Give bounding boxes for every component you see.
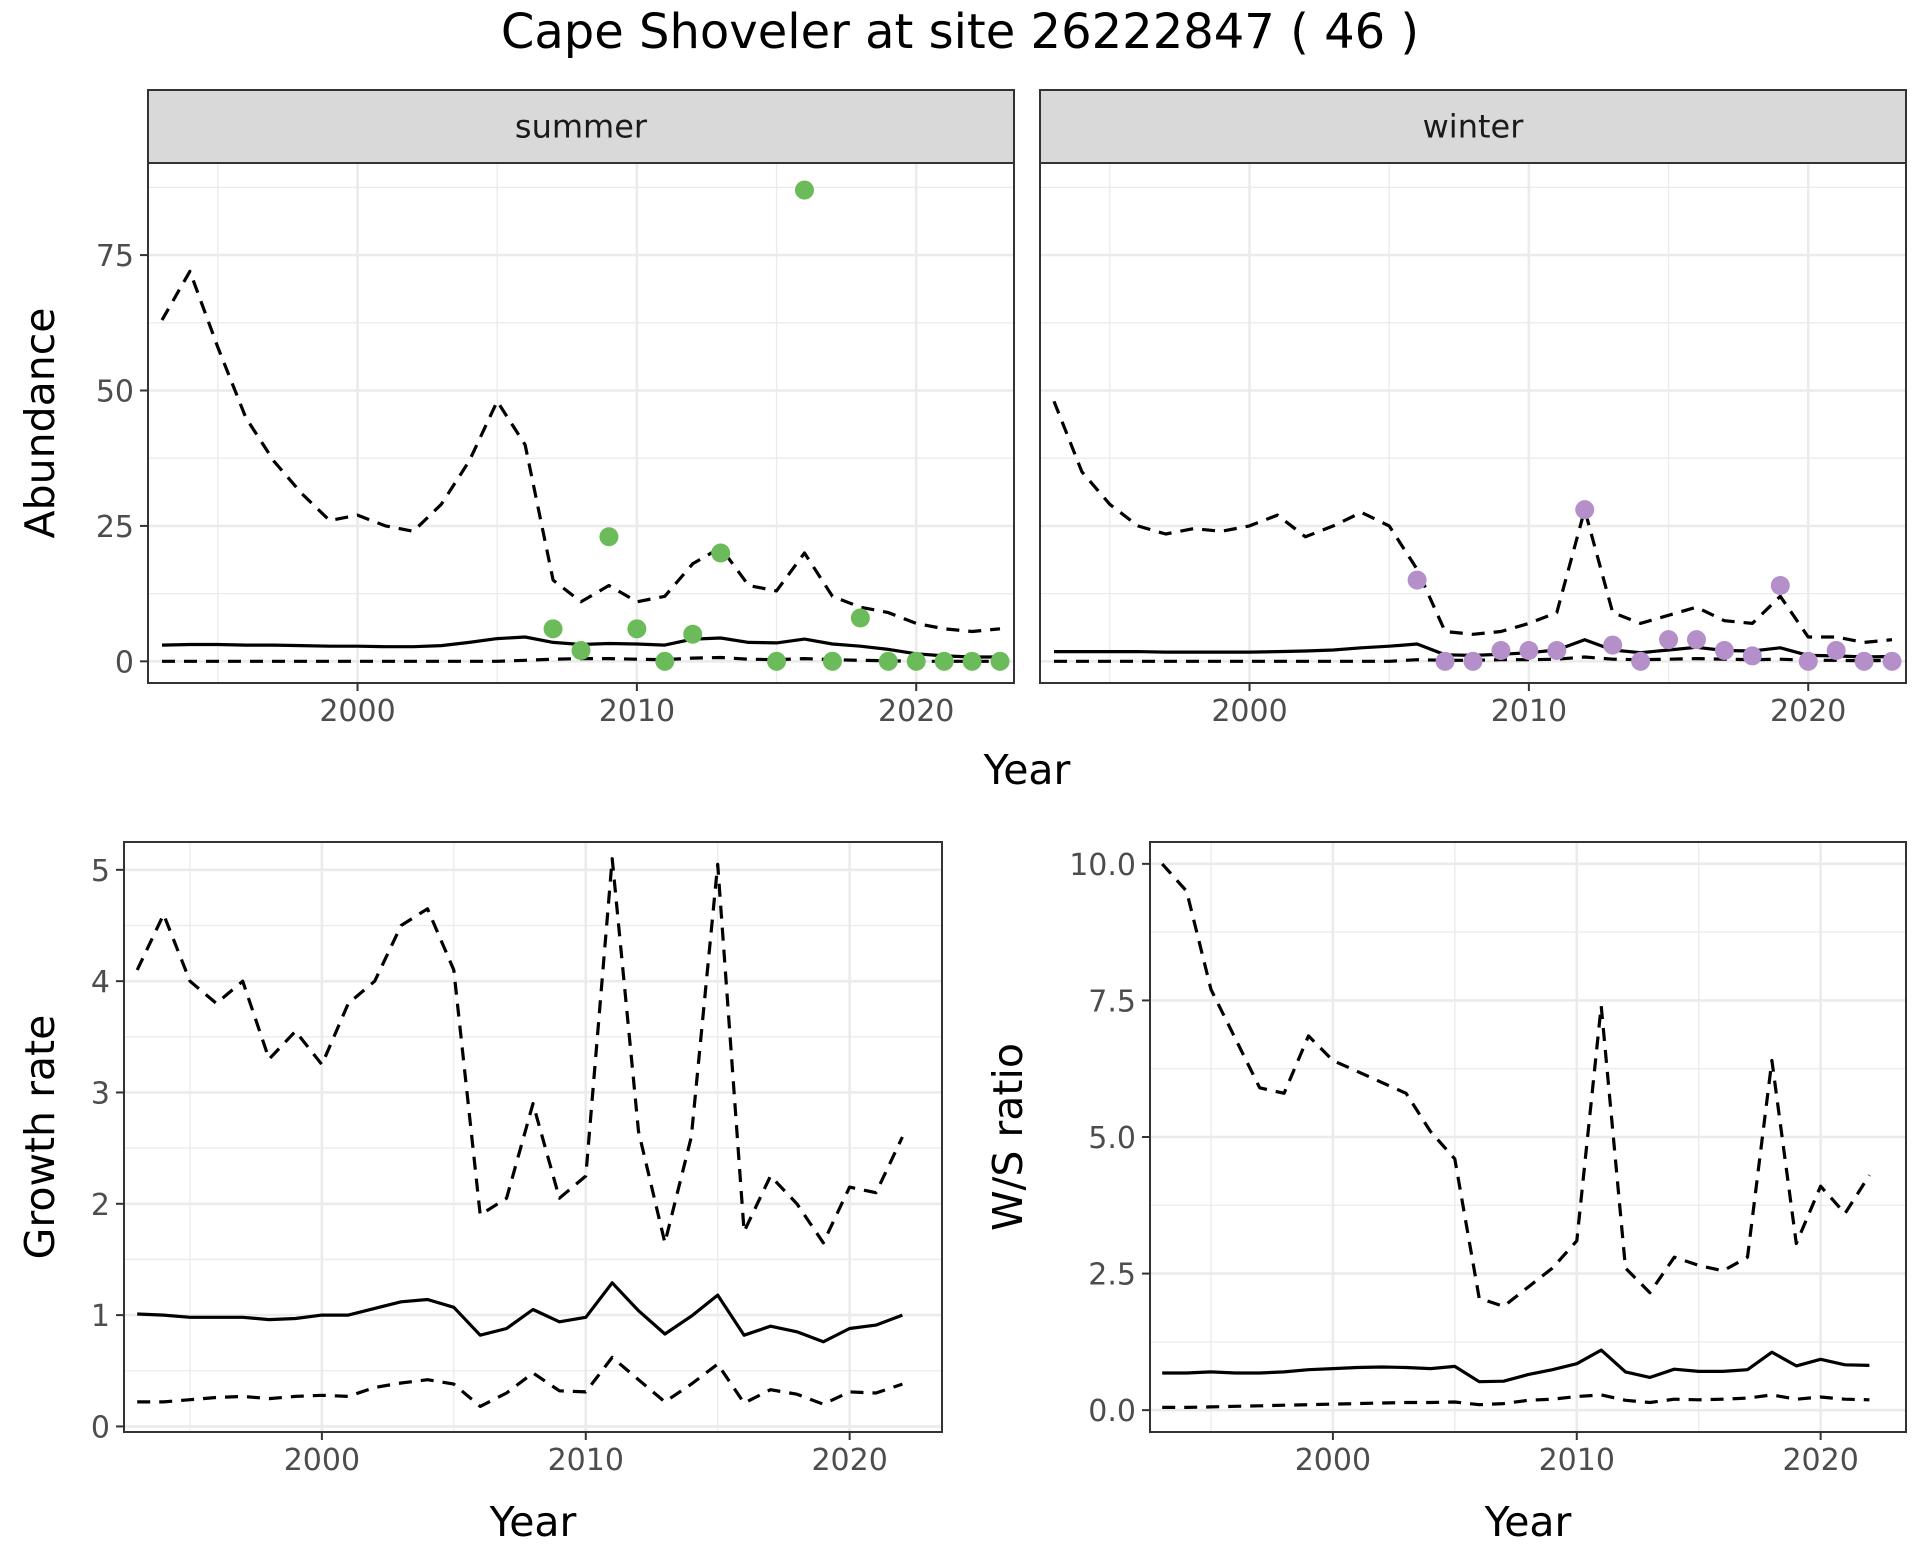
series-line-solid: [137, 1281, 903, 1344]
series-line-dashed: [137, 1355, 903, 1408]
data-point: [1826, 641, 1846, 660]
chart-title: Cape Shoveler at site 26222847 ( 46 ): [501, 4, 1419, 60]
x-tick-label: 2010: [599, 694, 675, 729]
y-tick-label: 7.5: [1088, 984, 1136, 1019]
x-tick-label: 2020: [1782, 1443, 1858, 1478]
facet-strip: [1039, 89, 1907, 164]
data-point: [934, 651, 954, 671]
series-line-dashed: [1161, 862, 1871, 1308]
data-point: [906, 651, 926, 671]
facet-panel-winter: winter 2000 2010 2020: [1039, 89, 1907, 729]
data-point: [1714, 641, 1734, 660]
x-axis-title: Year: [983, 746, 1071, 794]
series-line-dashed: [1162, 1393, 1870, 1409]
data-point: [1659, 630, 1679, 650]
data-point: [1463, 651, 1483, 671]
x-tick-label: 2000: [284, 1443, 360, 1478]
facet-strip: [147, 89, 1015, 164]
y-axis-title: W/S ratio: [984, 1043, 1032, 1231]
data-point: [1407, 570, 1427, 590]
x-tick-label: 2010: [548, 1443, 624, 1478]
growth-rate-chart: 2000 2010 2020 0 1 2 3 4 5 Year Growth rate: [16, 841, 943, 1546]
abundance-chart: summer 2000 2010 2020 0 25 50 75 winter 2000 2010 2…: [16, 89, 1907, 794]
data-point: [962, 651, 982, 671]
y-tick-label: 0: [115, 645, 134, 680]
y-tick-label: 1: [91, 1299, 110, 1334]
y-tick-label: 25: [96, 510, 134, 545]
x-tick-label: 2000: [319, 694, 395, 729]
y-tick-label: 50: [96, 375, 134, 410]
data-point: [794, 180, 814, 200]
x-axis-title: Year: [489, 1498, 577, 1546]
facet-strip-label: summer: [515, 108, 648, 146]
y-axis-title: Growth rate: [16, 1015, 64, 1260]
y-tick-label: 2.5: [1088, 1258, 1136, 1293]
data-point: [1519, 641, 1539, 660]
y-tick-label: 0: [91, 1410, 110, 1445]
x-tick-label: 2010: [1539, 1443, 1615, 1478]
data-point: [627, 619, 647, 639]
ws-ratio-chart: 2000 2010 2020 0.0 2.5 5.0 7.5 10.0 Year W/S rati…: [984, 841, 1907, 1546]
data-point: [1854, 651, 1874, 671]
y-tick-label: 0.0: [1088, 1394, 1136, 1429]
data-point: [599, 527, 619, 547]
panel-background: [148, 163, 1014, 683]
y-tick-label: 10.0: [1069, 848, 1136, 883]
data-point: [711, 543, 731, 563]
y-tick-label: 4: [91, 965, 110, 1000]
data-point: [571, 641, 591, 660]
data-point: [1882, 651, 1902, 671]
series-line-dashed: [1052, 400, 1893, 644]
panel-background: [124, 842, 942, 1432]
data-point: [878, 651, 898, 671]
data-point: [1631, 651, 1651, 671]
series-line-dashed: [160, 269, 1001, 634]
data-point: [1547, 641, 1567, 660]
y-tick-label: 75: [96, 239, 134, 274]
panel-border: [123, 841, 943, 1433]
y-axis-title: Abundance: [16, 308, 64, 539]
data-point: [1491, 641, 1511, 660]
y-tick-label: 5.0: [1088, 1121, 1136, 1156]
series-line-dashed: [135, 857, 904, 1245]
data-point: [543, 619, 563, 639]
data-point: [1686, 630, 1706, 650]
data-point: [850, 608, 870, 628]
data-point: [1435, 651, 1455, 671]
x-tick-label: 2020: [811, 1443, 887, 1478]
data-point: [990, 651, 1010, 671]
data-point: [1575, 500, 1595, 520]
facet-panel-summer: summer 2000 2010 2020 0 25 50 75: [96, 89, 1015, 729]
y-tick-label: 5: [91, 854, 110, 889]
data-point: [1770, 576, 1790, 595]
series-line-solid: [1162, 1348, 1870, 1384]
y-tick-label: 2: [91, 1188, 110, 1223]
panel-background: [1040, 163, 1906, 683]
x-tick-label: 2020: [878, 694, 954, 729]
x-axis-title: Year: [1484, 1498, 1572, 1546]
data-point: [1742, 646, 1762, 666]
data-point: [683, 624, 703, 644]
data-point: [767, 651, 787, 671]
x-tick-label: 2020: [1770, 694, 1846, 729]
facet-strip-label: winter: [1423, 108, 1525, 146]
data-point: [1603, 635, 1623, 655]
y-tick-label: 3: [91, 1076, 110, 1111]
x-tick-label: 2000: [1295, 1443, 1371, 1478]
data-point: [655, 651, 675, 671]
x-tick-label: 2010: [1491, 694, 1567, 729]
data-point: [822, 651, 842, 671]
data-point: [1798, 651, 1818, 671]
x-tick-label: 2000: [1211, 694, 1287, 729]
